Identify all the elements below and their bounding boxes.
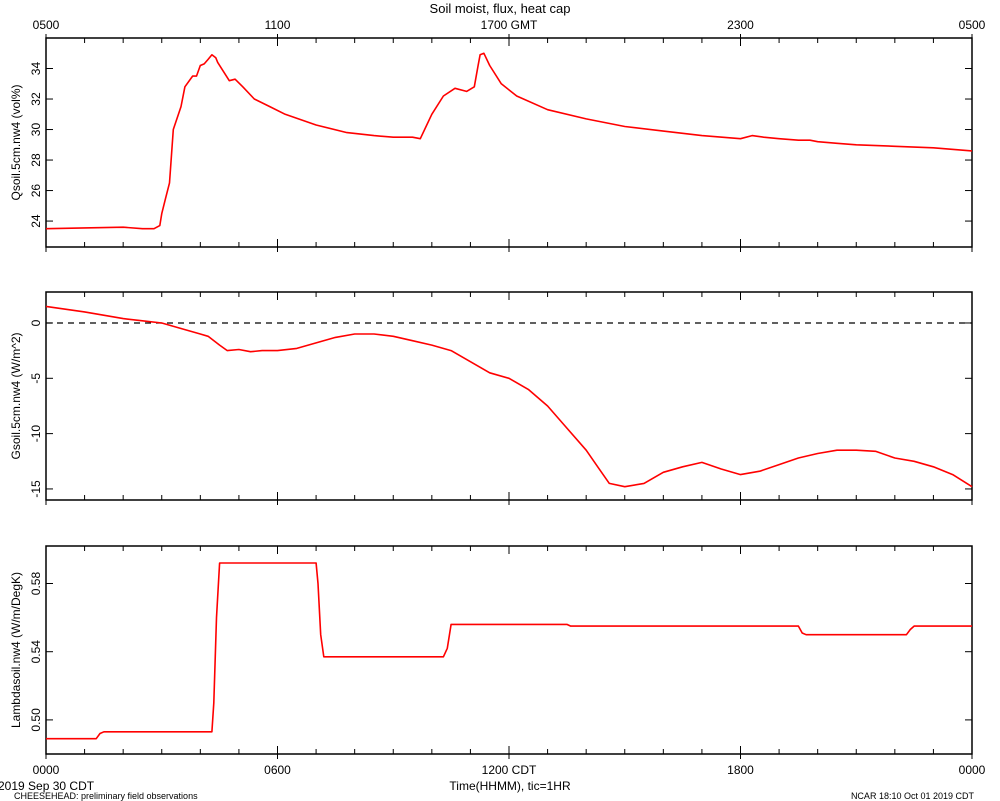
y-tick-label: -5: [29, 373, 43, 384]
date-label: 2019 Sep 30 CDT: [0, 779, 95, 793]
x-axis-label: Time(HHMM), tic=1HR: [449, 779, 571, 793]
y-tick-label: 0.54: [29, 640, 43, 664]
top-x-tick-label: 2300: [727, 18, 754, 32]
y-tick-label: 24: [29, 214, 43, 228]
chart-title: Soil moist, flux, heat cap: [429, 1, 571, 16]
y-tick-label: 26: [29, 184, 43, 198]
y-tick-label: 0: [29, 319, 43, 326]
x-tick-label: 0600: [264, 763, 291, 777]
x-tick-label: 1800: [727, 763, 754, 777]
top-x-tick-label: 1700 GMT: [481, 18, 538, 32]
top-x-tick-label: 0500: [33, 18, 60, 32]
x-tick-label: 0000: [33, 763, 60, 777]
top-x-tick-label: 1100: [265, 18, 291, 32]
x-tick-label: 1200 CDT: [482, 763, 537, 777]
y-axis-label: Lambdasoil.nw4 (W/m/DegK): [9, 572, 23, 728]
credit-label: NCAR 18:10 Oct 01 2019 CDT: [850, 791, 974, 801]
y-tick-label: 28: [29, 153, 43, 167]
y-axis-label: Qsoil.5cm.nw4 (vol%): [9, 84, 23, 200]
y-tick-label: 0.58: [29, 572, 43, 596]
y-tick-label: 0.50: [29, 708, 43, 732]
x-tick-label: 0000: [959, 763, 986, 777]
panel-frame-3: [45, 545, 973, 755]
series-line-3: [46, 562, 972, 740]
y-tick-label: -15: [29, 480, 43, 498]
y-tick-label: 32: [29, 92, 43, 106]
series-line-2: [45, 305, 973, 488]
series-line-1: [45, 52, 973, 230]
y-tick-label: 30: [29, 123, 43, 137]
y-tick-label: -10: [29, 425, 43, 443]
y-tick-label: 34: [29, 62, 43, 76]
top-x-tick-label: 0500: [959, 18, 986, 32]
y-axis-label: Gsoil.5cm.nw4 (W/m^2): [9, 333, 23, 460]
project-note: CHEESEHEAD: preliminary field observatio…: [14, 791, 198, 801]
